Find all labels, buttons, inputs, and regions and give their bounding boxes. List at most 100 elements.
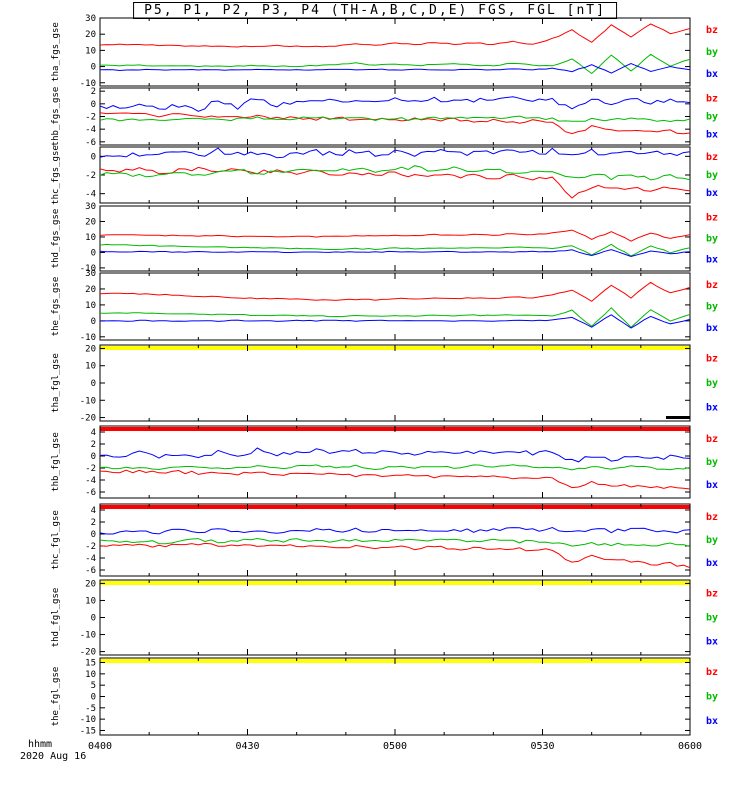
panel-box-tha_fgs_gse bbox=[99, 17, 691, 87]
ytick-label: 30 bbox=[85, 14, 96, 24]
series-thb_fgs_gse-bx bbox=[100, 96, 690, 112]
ytick-label: 0 bbox=[91, 693, 96, 703]
data-end-dash bbox=[666, 416, 690, 419]
legend-bx-label: bx bbox=[706, 130, 718, 141]
xtick-label: 0400 bbox=[88, 741, 112, 752]
panel-box-tha_fgl_gse bbox=[99, 344, 691, 422]
ytick-label: 30 bbox=[85, 269, 96, 279]
series-the_fgs_gse-by bbox=[100, 307, 690, 328]
legend-bz-label: bz bbox=[706, 25, 718, 36]
ytick-label: -20 bbox=[80, 414, 96, 424]
legend-bx-label: bx bbox=[706, 254, 718, 265]
panel-box-the_fgs_gse bbox=[99, 272, 691, 341]
ytick-label: 10 bbox=[85, 301, 96, 311]
panel-box-thc_fgs_gse bbox=[99, 146, 691, 204]
ytick-label: -10 bbox=[80, 333, 96, 343]
panel-ylabel-thc_fgl_gse: thc_fgl_gse bbox=[51, 510, 61, 570]
legend-by-label: by bbox=[706, 302, 718, 313]
ytick-label: 0 bbox=[91, 452, 96, 462]
series-tha_fgs_gse-by bbox=[100, 53, 690, 75]
panel-ylabel-the_fgs_gse: the_fgs_gse bbox=[51, 277, 61, 337]
legend-bx-label: bx bbox=[706, 69, 718, 80]
ytick-label: -10 bbox=[80, 715, 96, 725]
ytick-label: 0 bbox=[91, 317, 96, 327]
legend-bx-label: bx bbox=[706, 402, 718, 413]
date-label: 2020 Aug 16 bbox=[20, 751, 87, 762]
ytick-label: -2 bbox=[85, 171, 96, 181]
legend-by-label: by bbox=[706, 457, 718, 468]
ytick-label: 20 bbox=[85, 579, 96, 589]
ytick-label: -20 bbox=[80, 648, 96, 658]
legend-bz-label: bz bbox=[706, 280, 718, 291]
legend-by-label: by bbox=[706, 613, 718, 624]
ytick-label: 10 bbox=[85, 596, 96, 606]
legend-by-label: by bbox=[706, 170, 718, 181]
legend-bz-label: bz bbox=[706, 512, 718, 523]
ytick-label: 30 bbox=[85, 202, 96, 212]
legend-bx-label: bx bbox=[706, 716, 718, 727]
ytick-label: 10 bbox=[85, 362, 96, 372]
legend-by-label: by bbox=[706, 234, 718, 245]
ytick-label: -6 bbox=[85, 138, 96, 148]
ytick-label: -10 bbox=[80, 396, 96, 406]
ytick-label: 0 bbox=[91, 248, 96, 258]
ytick-label: -2 bbox=[85, 464, 96, 474]
ytick-label: -2 bbox=[85, 113, 96, 123]
legend-bx-label: bx bbox=[706, 480, 718, 491]
series-thb_fgl_gse-by bbox=[100, 464, 690, 471]
legend-bx-label: bx bbox=[706, 323, 718, 334]
ytick-label: 20 bbox=[85, 344, 96, 354]
legend-bz-label: bz bbox=[706, 152, 718, 163]
series-thb_fgl_gse-bx bbox=[100, 447, 690, 463]
panel-ylabel-thb_fgl_gse: thb_fgl_gse bbox=[51, 432, 61, 492]
series-thb_fgs_gse-bz bbox=[100, 112, 690, 135]
ytick-label: -10 bbox=[80, 79, 96, 89]
ytick-label: 0 bbox=[91, 152, 96, 162]
ytick-label: 2 bbox=[91, 87, 96, 97]
legend-bz-label: bz bbox=[706, 434, 718, 445]
xtick-label: 0600 bbox=[678, 741, 702, 752]
ytick-label: -6 bbox=[85, 488, 96, 498]
ytick-label: -5 bbox=[85, 704, 96, 714]
ytick-label: 4 bbox=[91, 428, 96, 438]
ytick-label: 0 bbox=[91, 530, 96, 540]
panel-box-thd_fgl_gse bbox=[99, 579, 691, 656]
panel-ylabel-tha_fgl_gse: tha_fgl_gse bbox=[51, 353, 61, 413]
legend-bx-label: bx bbox=[706, 558, 718, 569]
series-thd_fgs_gse-by bbox=[100, 243, 690, 257]
panel-ylabel-tha_fgs_gse: tha_fgs_gse bbox=[51, 22, 61, 82]
legend-by-label: by bbox=[706, 112, 718, 123]
ytick-label: 0 bbox=[91, 379, 96, 389]
ytick-label: 20 bbox=[85, 30, 96, 40]
panel-box-thc_fgl_gse bbox=[99, 503, 691, 577]
ytick-label: -4 bbox=[85, 125, 96, 135]
legend-bz-label: bz bbox=[706, 589, 718, 600]
series-thc_fgs_gse-bz bbox=[100, 166, 690, 199]
legend-bx-label: bx bbox=[706, 637, 718, 648]
ytick-label: -15 bbox=[80, 726, 96, 736]
ytick-label: -6 bbox=[85, 566, 96, 576]
ytick-label: 4 bbox=[91, 506, 96, 516]
ytick-label: 15 bbox=[85, 659, 96, 669]
ytick-label: 10 bbox=[85, 233, 96, 243]
series-thc_fgl_gse-bz bbox=[100, 542, 690, 569]
xtick-label: 0430 bbox=[235, 741, 259, 752]
panel-ylabel-thd_fgs_gse: thd_fgs_gse bbox=[51, 209, 61, 269]
ytick-label: 10 bbox=[85, 670, 96, 680]
series-tha_fgs_gse-bx bbox=[100, 62, 690, 74]
ytick-label: 20 bbox=[85, 217, 96, 227]
legend-by-label: by bbox=[706, 692, 718, 703]
ytick-label: 2 bbox=[91, 440, 96, 450]
ytick-label: -4 bbox=[85, 554, 96, 564]
ytick-label: -4 bbox=[85, 190, 96, 200]
legend-bz-label: bz bbox=[706, 213, 718, 224]
ytick-label: 10 bbox=[85, 46, 96, 56]
xtick-label: 0530 bbox=[530, 741, 554, 752]
panel-ylabel-thd_fgl_gse: thd_fgl_gse bbox=[51, 588, 61, 648]
panel-box-the_fgl_gse bbox=[99, 657, 691, 736]
ytick-label: -4 bbox=[85, 476, 96, 486]
ytick-label: 0 bbox=[91, 100, 96, 110]
legend-bx-label: bx bbox=[706, 188, 718, 199]
panel-ylabel-thc_fgs_gse: thc_fgs_gse bbox=[51, 145, 61, 205]
